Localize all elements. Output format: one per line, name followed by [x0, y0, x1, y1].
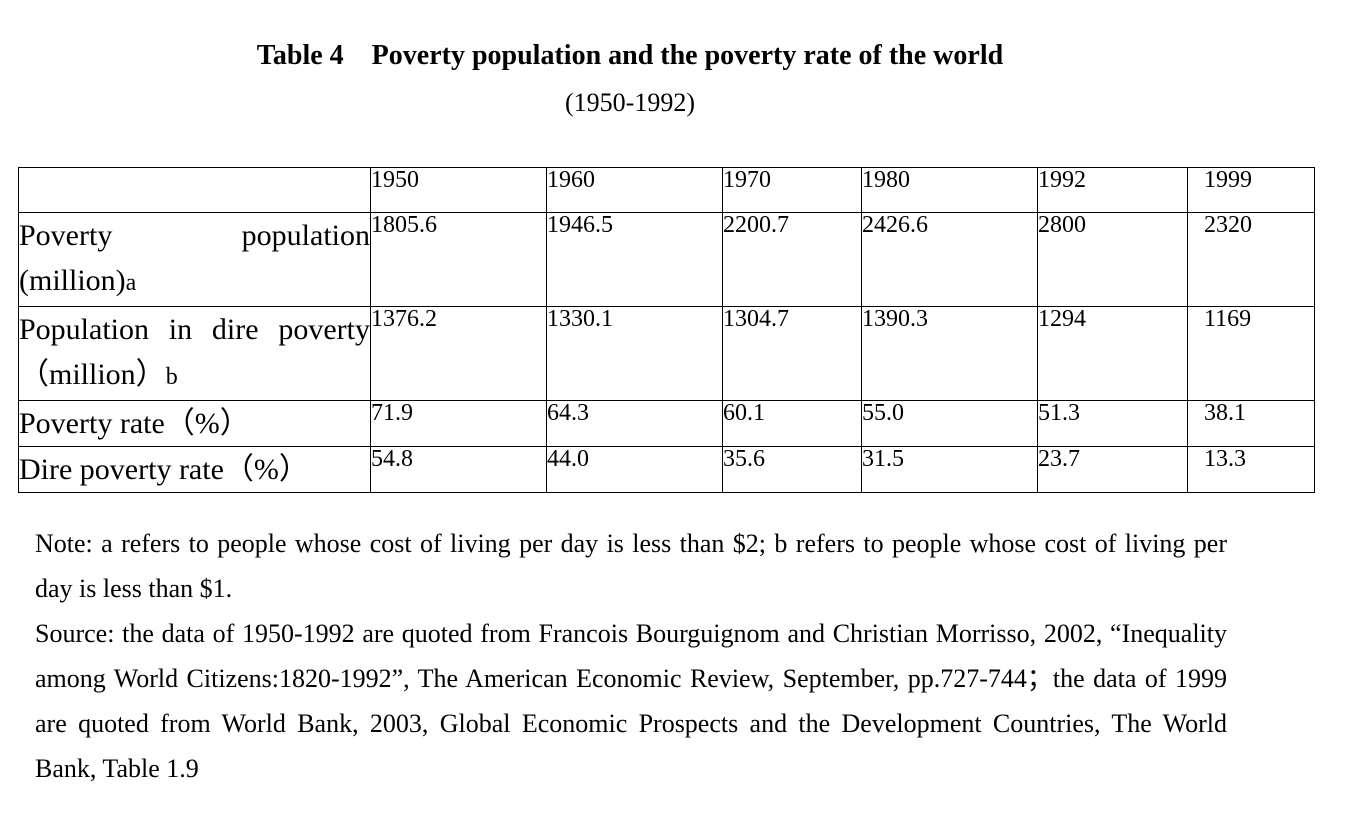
table-cell: 51.3 — [1037, 400, 1188, 447]
table-cell: 2200.7 — [722, 212, 862, 307]
row-label-text: Dire poverty rate（%） — [19, 453, 309, 486]
table-cell: 60.1 — [722, 400, 862, 447]
row-label-text: Poverty rate（%） — [19, 407, 250, 440]
column-header-year: 1992 — [1037, 167, 1188, 213]
table-cell: 13.3 — [1187, 446, 1315, 493]
column-header-year: 1960 — [546, 167, 723, 213]
column-header-year: 1980 — [861, 167, 1038, 213]
table-cell: 1330.1 — [546, 306, 723, 401]
table-cell: 71.9 — [370, 400, 547, 447]
table-row: Poverty population (million)a 1805.6 194… — [18, 212, 1315, 307]
table-title: Table 4 Poverty population and the pover… — [256, 40, 1004, 71]
column-header-label — [18, 167, 371, 213]
row-label: Poverty rate（%） — [18, 400, 371, 447]
table-row: Population in dire poverty（million）b 137… — [18, 306, 1315, 401]
table-cell: 1169 — [1187, 306, 1315, 401]
table-cell: 2426.6 — [861, 212, 1038, 307]
row-label-footnote: b — [165, 364, 178, 390]
table-cell: 1376.2 — [370, 306, 547, 401]
header-row: 1950 1960 1970 1980 1992 1999 — [18, 167, 1315, 213]
row-label-text: Population in dire poverty（million） — [19, 313, 370, 391]
source-text: Source: the data of 1950-1992 are quoted… — [35, 619, 1227, 783]
table-cell: 23.7 — [1037, 446, 1188, 493]
column-header-year: 1999 — [1187, 167, 1315, 213]
table-cell: 2800 — [1037, 212, 1188, 307]
table-subtitle: (1950-1992) — [565, 88, 695, 117]
row-label: Poverty population (million)a — [18, 212, 371, 307]
column-header-year: 1950 — [370, 167, 547, 213]
poverty-table: 1950 1960 1970 1980 1992 1999 Poverty po… — [18, 167, 1315, 493]
row-label: Dire poverty rate（%） — [18, 446, 371, 493]
table-cell: 35.6 — [722, 446, 862, 493]
table-cell: 54.8 — [370, 446, 547, 493]
table-cell: 44.0 — [546, 446, 723, 493]
table-cell: 1390.3 — [861, 306, 1038, 401]
table-row: Dire poverty rate（%） 54.8 44.0 35.6 31.5… — [18, 446, 1315, 493]
note-text: Note: a refers to people whose cost of l… — [35, 529, 1227, 603]
table-cell: 1805.6 — [370, 212, 547, 307]
table-cell: 38.1 — [1187, 400, 1315, 447]
table-row: Poverty rate（%） 71.9 64.3 60.1 55.0 51.3… — [18, 400, 1315, 447]
row-label: Population in dire poverty（million）b — [18, 306, 371, 401]
row-label-text: Poverty population (million) — [19, 219, 370, 297]
table-cell: 1294 — [1037, 306, 1188, 401]
table-cell: 64.3 — [546, 400, 723, 447]
table-cell: 31.5 — [861, 446, 1038, 493]
table-cell: 1304.7 — [722, 306, 862, 401]
notes-section: Note: a refers to people whose cost of l… — [35, 521, 1227, 791]
table-cell: 55.0 — [861, 400, 1038, 447]
row-label-footnote: a — [125, 270, 137, 296]
table-cell: 2320 — [1187, 212, 1315, 307]
column-header-year: 1970 — [722, 167, 862, 213]
table-cell: 1946.5 — [546, 212, 723, 307]
